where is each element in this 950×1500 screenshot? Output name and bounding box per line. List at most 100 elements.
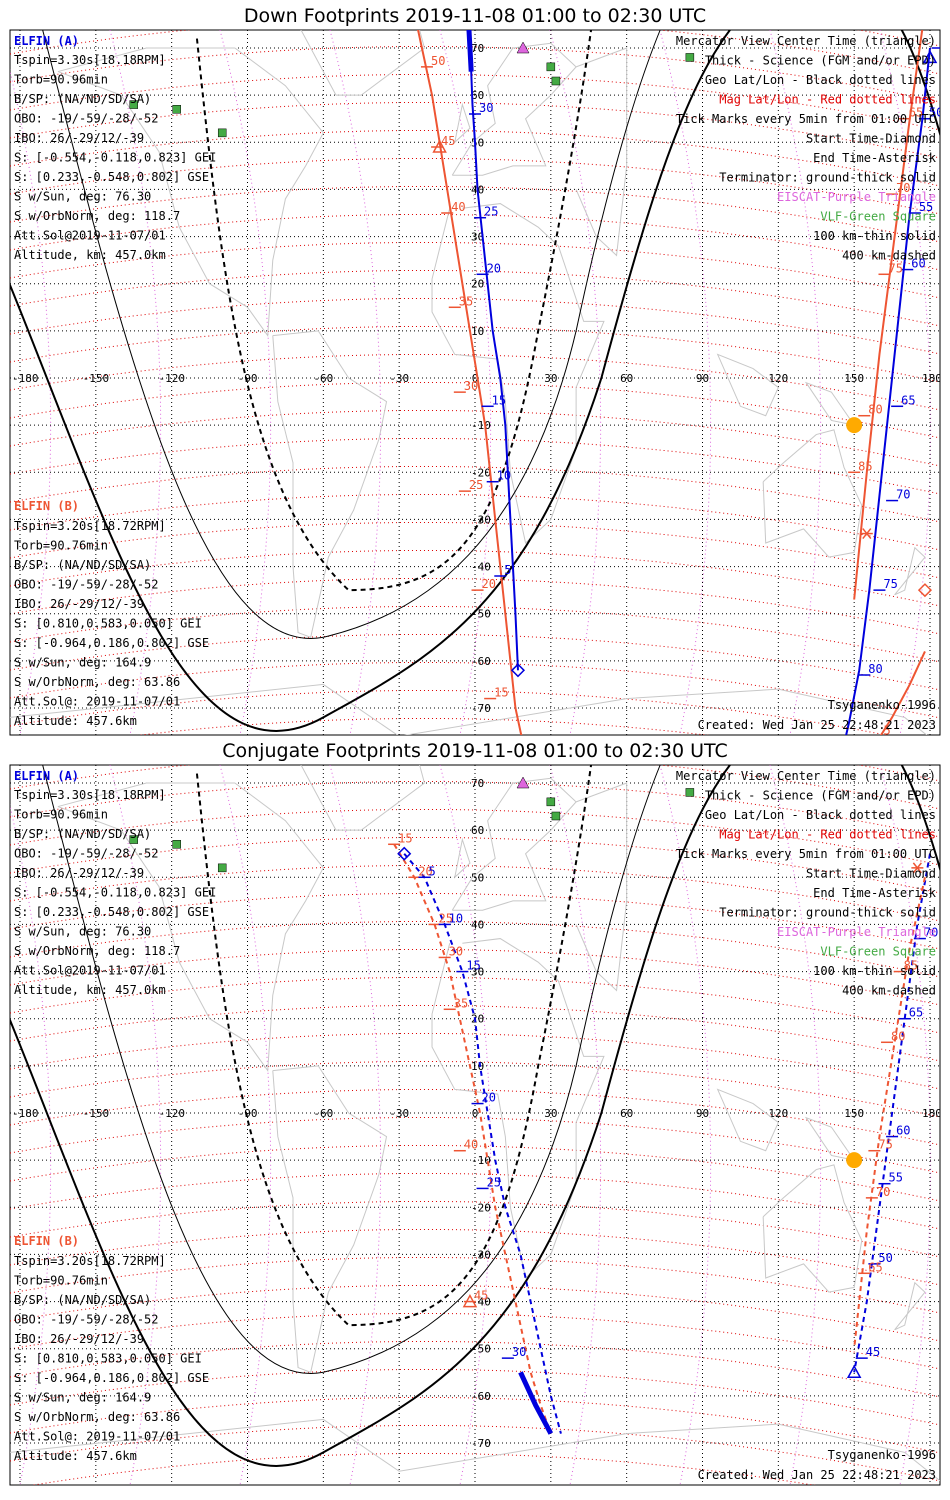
elfin-a-info: ELFIN (A) Tspin=3.30s[18.18RPM] Torb=90.96… (14, 34, 216, 262)
mag-lat-line (10, 409, 940, 467)
eiscat-station-triangle (515, 749, 527, 760)
elfin-a-info-line: S w/Sun, deg: 76.30 (14, 925, 151, 939)
mag-lat-line (10, 157, 940, 215)
mag-lat-line (10, 1172, 940, 1230)
lat-tick-label: 60 (471, 89, 484, 102)
elfin-a-info-line: S w/OrbNorm, deg: 118.7 (14, 209, 180, 223)
legend-entry: Tick Marks every 5min from 01:00 UTC (676, 112, 936, 126)
elfin-a-tick-label: 20 (487, 261, 501, 275)
lat-tick-label: -70 (471, 702, 491, 715)
elfin-b-tick-label: 65 (909, 106, 923, 120)
mag-lat-line (10, 689, 889, 735)
elfin-a-tick-label: 80 (868, 662, 882, 676)
elfin-b-info-line: B/SP: (NA/ND/SD/SA) (14, 1293, 151, 1307)
coastlines (10, 765, 940, 1482)
elfin-a-info-line: S w/OrbNorm, deg: 118.7 (14, 944, 180, 958)
elfin-b-header: ELFIN (B) (14, 499, 79, 513)
mag-lat-line (10, 1284, 940, 1342)
mag-lat-line (10, 213, 940, 271)
mag-lat-line (10, 864, 940, 922)
end-time-asterisk (860, 528, 873, 540)
lon-tick-label: 60 (620, 372, 633, 385)
elfin-b-info: ELFIN (B) Tspin=3.20s[18.72RPM] Torb=90.76… (14, 499, 209, 728)
elfin-a-tick-label: 20 (482, 1091, 496, 1105)
mag-lat-line (10, 101, 940, 159)
terminator-curves (10, 30, 940, 732)
vlf-station-square (217, 863, 227, 873)
lon-tick-label: 0 (472, 1107, 479, 1120)
elfin-b-tick-label: 35 (459, 294, 473, 308)
elfin-b-info-line: B/SP: (NA/ND/SD/SA) (14, 558, 151, 572)
vlf-station-square (172, 840, 181, 849)
elfin-a-tick-label: 60 (911, 257, 925, 271)
legend-entry: Geo Lat/Lon - Black dotted lines (705, 808, 936, 822)
elfin-a-tick-label: 60 (896, 1124, 910, 1138)
coastlines (10, 30, 928, 735)
created-timestamp: Created: Wed Jan 25 22:48:21 2023 (698, 1468, 936, 1482)
elfin-a-tick-label: 25 (484, 205, 498, 219)
coastline (894, 546, 926, 596)
legend-entry: End Time-Asterisk (813, 886, 937, 900)
elfin-a-info-line: S: [0.233,-0.548,0.802] GSE (14, 905, 209, 919)
eiscat-station-triangle (515, 14, 527, 25)
elfin-b-tick-label: 15 (494, 686, 508, 700)
elfin-b-track-east (853, 877, 926, 1349)
elfin-b-info-line: Att.Sol@: 2019-11-07/01 (14, 1430, 180, 1444)
lon-tick-label: -120 (158, 372, 185, 385)
elfin-b-info-line: OBO: -19/-59/-28/-52 (14, 578, 159, 592)
lon-tick-label: 150 (844, 1107, 864, 1120)
legend-entry: End Time-Asterisk (813, 151, 937, 165)
stations (129, 749, 695, 873)
mag-lat-line (10, 465, 940, 523)
coastline (451, 42, 577, 176)
mag-lat-line (10, 129, 940, 187)
elfin-a-header: ELFIN (A) (14, 34, 79, 48)
legend-entry: 400 km-dashed (842, 984, 936, 998)
lat-tick-label: 60 (471, 824, 484, 837)
model-label: Tsyganenko-1996 (828, 698, 936, 712)
coastline (575, 47, 628, 257)
mag-lat-line (10, 605, 940, 663)
elfin-b-info-line: Torb=90.76min (14, 539, 108, 553)
elfin-a-tick-label: 45 (866, 1345, 880, 1359)
elfin-a-tick-label: 65 (909, 1006, 923, 1020)
lon-tick-label: -60 (313, 372, 333, 385)
vlf-station-square (551, 76, 561, 86)
mag-lat-line (10, 549, 940, 607)
legend: Mercator View Center Time (triangle) Thic… (676, 769, 937, 998)
legend-entry: Mag Lat/Lon - Red dotted lines (719, 828, 936, 842)
mag-lat-line (10, 73, 940, 131)
elfin-b-info-line: S: [-0.964,0.186,0.802] GSE (14, 636, 209, 650)
legend-entry: Thick - Science (FGM and/or EPD) (705, 789, 936, 803)
elfin-a-tick-label: 45 (942, 35, 950, 49)
lon-tick-label: -90 (238, 372, 258, 385)
elfin-a-tick-label: 25 (487, 1175, 501, 1189)
mag-lat-line (10, 1088, 940, 1146)
coastline (272, 330, 388, 638)
elfin-b-tick-label: 25 (439, 911, 453, 925)
legend-entry: Terminator: ground-thick solid (719, 906, 936, 920)
terminator-curves (10, 765, 940, 1467)
mag-lat-line (10, 241, 940, 299)
elfin-b-info-line: S w/OrbNorm, deg: 63.86 (14, 1410, 180, 1424)
elfin-b-info-line: S: [-0.964,0.186,0.802] GSE (14, 1371, 209, 1385)
mag-lat-line (10, 325, 940, 383)
elfin-b-tick-label: 5 (883, 723, 890, 737)
elfin-b-tick-label: 45 (474, 1289, 488, 1303)
elfin-a-tick-label: 15 (492, 393, 506, 407)
lat-tick-label: -50 (471, 1343, 491, 1356)
mag-lat-line (10, 1396, 940, 1454)
mag-lat-line (10, 1144, 940, 1202)
elfin-a-info-line: S w/Sun, deg: 76.30 (14, 190, 151, 204)
elfin-b-info-line: IBO: 26/-29/12/-39 (14, 597, 144, 611)
lon-tick-label: -150 (83, 1107, 110, 1120)
lon-tick-label: -30 (389, 1107, 409, 1120)
mag-lat-line (10, 297, 940, 355)
vlf-station-square (172, 105, 181, 114)
elfin-b-tick-label: 80 (868, 403, 882, 417)
mag-lat-line (10, 780, 940, 838)
mag-lat-line (10, 1368, 940, 1426)
lat-tick-label: 30 (471, 966, 484, 979)
elfin-a-science-segment (466, 30, 474, 72)
elfin-b-tick-label: 70 (876, 1185, 890, 1199)
